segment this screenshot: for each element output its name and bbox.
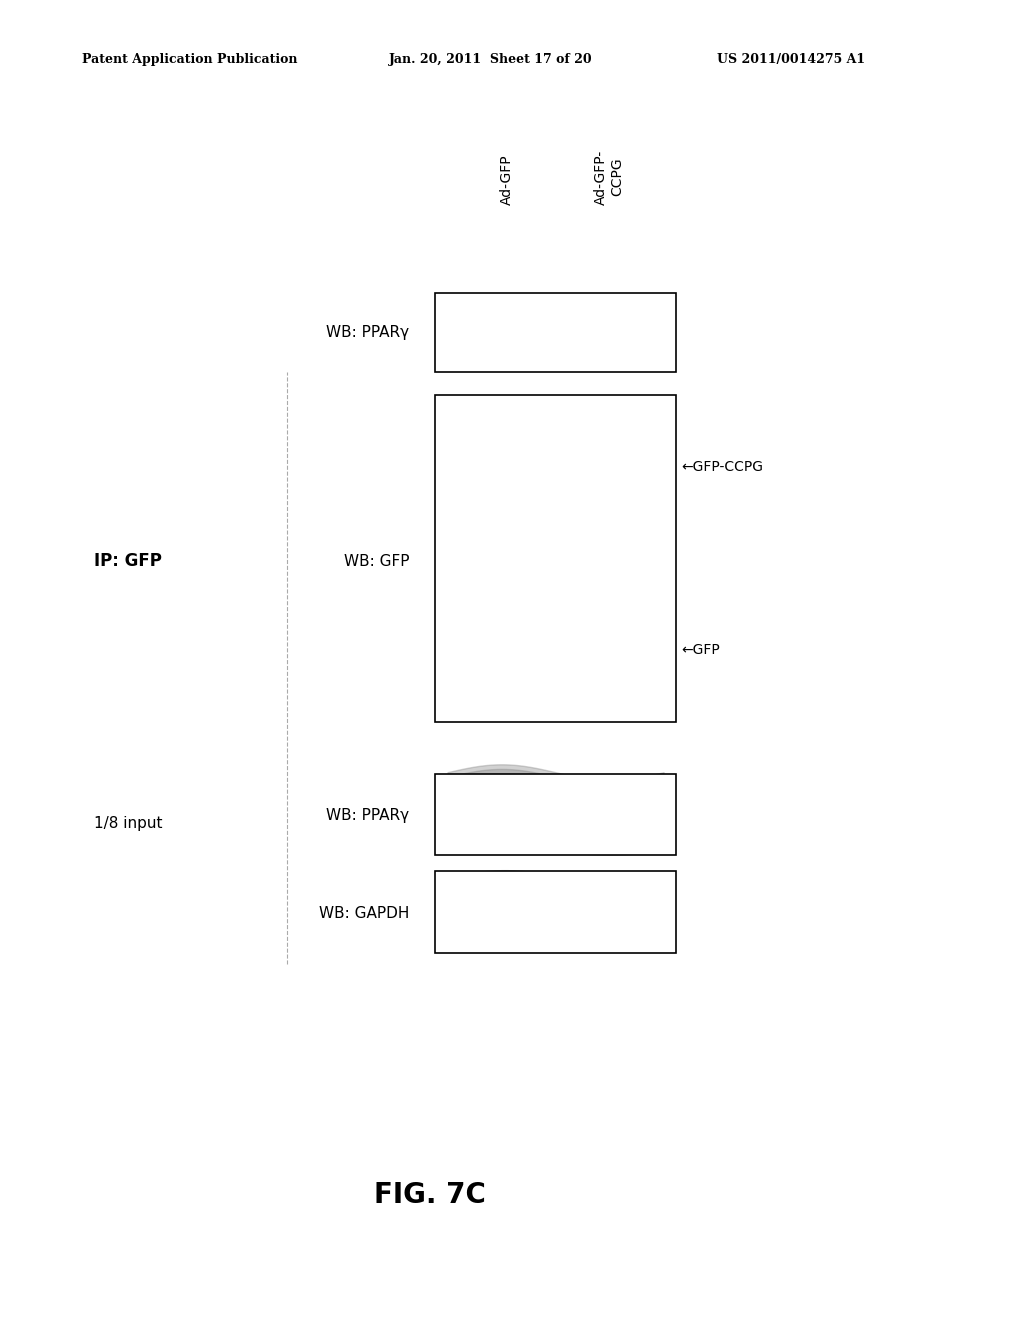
Text: Patent Application Publication: Patent Application Publication bbox=[82, 53, 297, 66]
Bar bbox=[435, 293, 676, 372]
Text: Jan. 20, 2011  Sheet 17 of 20: Jan. 20, 2011 Sheet 17 of 20 bbox=[389, 53, 593, 66]
Text: WB: GFP: WB: GFP bbox=[344, 553, 410, 569]
Bar bbox=[435, 395, 676, 722]
Text: US 2011/0014275 A1: US 2011/0014275 A1 bbox=[717, 53, 865, 66]
Text: ←GFP-CCPG: ←GFP-CCPG bbox=[681, 459, 763, 474]
Text: ←GFP: ←GFP bbox=[681, 643, 720, 657]
Text: 1/8 input: 1/8 input bbox=[94, 816, 162, 832]
Text: WB: GAPDH: WB: GAPDH bbox=[319, 906, 410, 921]
Text: FIG. 7C: FIG. 7C bbox=[374, 1180, 486, 1209]
Text: Ad-GFP: Ad-GFP bbox=[500, 154, 514, 205]
Text: WB: PPARγ: WB: PPARγ bbox=[327, 808, 410, 824]
Text: WB: PPARγ: WB: PPARγ bbox=[327, 325, 410, 341]
Text: IP: GFP: IP: GFP bbox=[94, 552, 162, 570]
Bar bbox=[435, 871, 676, 953]
Text: Ad-GFP-
CCPG: Ad-GFP- CCPG bbox=[594, 149, 625, 205]
Bar bbox=[435, 774, 676, 855]
